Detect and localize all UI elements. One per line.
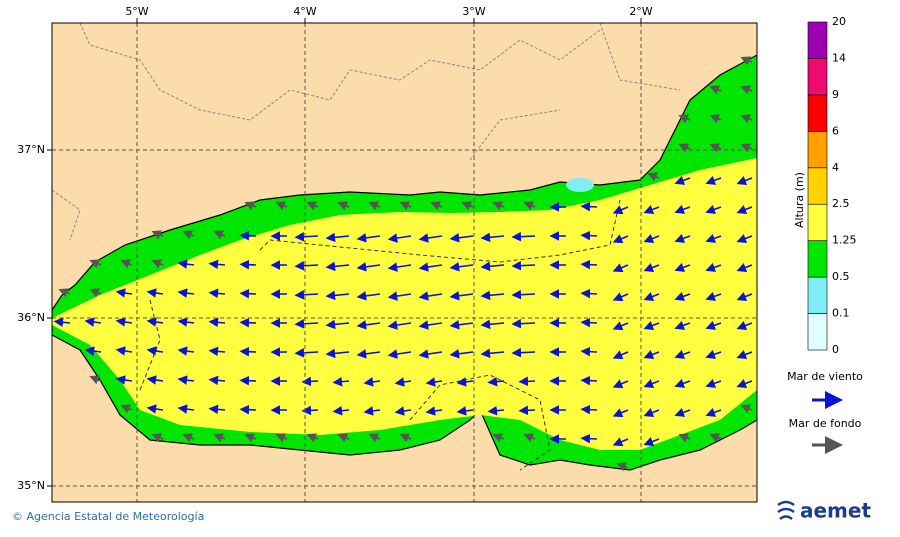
wave-arrow bbox=[582, 293, 597, 294]
wave-arrow bbox=[513, 323, 535, 324]
colorbar-band bbox=[808, 95, 827, 131]
colorbar-band bbox=[808, 168, 827, 204]
logo-icon bbox=[778, 502, 794, 519]
colorbar-band bbox=[808, 314, 827, 350]
wave-arrow bbox=[513, 352, 535, 353]
lon-label: 5°W bbox=[125, 5, 148, 18]
lon-label: 2°W bbox=[629, 5, 652, 18]
wave-arrow bbox=[513, 294, 535, 295]
wave-arrow bbox=[582, 206, 597, 207]
wave-arrow bbox=[241, 322, 256, 323]
wave-arrow bbox=[520, 410, 535, 411]
wave-arrow bbox=[241, 293, 256, 294]
colorbar-band bbox=[808, 22, 827, 58]
colorbar: 0 0.1 0.5 1.25 2.5 4 6 9 14 20 bbox=[808, 15, 857, 356]
wave-arrow bbox=[241, 380, 256, 381]
colorbar-label: 20 bbox=[832, 15, 846, 28]
colorbar-label: 4 bbox=[832, 161, 839, 174]
colorbar-title: Altura (m) bbox=[793, 172, 806, 228]
colorbar-label: 2.5 bbox=[832, 197, 850, 210]
wave-arrow bbox=[241, 351, 256, 352]
map-area bbox=[52, 23, 757, 502]
colorbar-band bbox=[808, 58, 827, 94]
wave-arrow bbox=[582, 351, 597, 352]
wave-arrow bbox=[513, 236, 535, 237]
lon-label: 4°W bbox=[293, 5, 316, 18]
legend-label: Mar de viento bbox=[787, 370, 863, 383]
logo: aemet bbox=[800, 499, 871, 523]
colorbar-band bbox=[808, 204, 827, 240]
lat-label: 35°N bbox=[17, 479, 45, 492]
wave-arrow bbox=[582, 264, 597, 265]
colorbar-label: 9 bbox=[832, 88, 839, 101]
wave-arrow bbox=[582, 409, 597, 410]
colorbar-label: 0 bbox=[832, 343, 839, 356]
lat-label: 36°N bbox=[17, 311, 45, 324]
sea-patch bbox=[566, 178, 594, 192]
wave-arrow bbox=[582, 235, 597, 236]
wave-arrow bbox=[241, 409, 256, 410]
colorbar-label: 0.1 bbox=[832, 307, 850, 320]
colorbar-label: 0.5 bbox=[832, 270, 850, 283]
wave-arrow bbox=[513, 265, 535, 266]
colorbar-label: 14 bbox=[832, 51, 846, 64]
wave-arrow bbox=[582, 380, 597, 381]
colorbar-label: 1.25 bbox=[832, 234, 857, 247]
wave-arrow bbox=[520, 381, 535, 382]
lon-label: 3°W bbox=[462, 5, 485, 18]
wave-arrow bbox=[241, 264, 256, 265]
colorbar-band bbox=[808, 277, 827, 313]
colorbar-band bbox=[808, 241, 827, 277]
wave-arrow bbox=[582, 438, 597, 439]
wave-arrow bbox=[582, 322, 597, 323]
footer-credit: © Agencia Estatal de Meteorología bbox=[12, 510, 204, 523]
wave-arrow bbox=[241, 235, 256, 236]
lat-label: 37°N bbox=[17, 143, 45, 156]
legend-label: Mar de fondo bbox=[789, 417, 862, 430]
colorbar-label: 6 bbox=[832, 124, 839, 137]
colorbar-band bbox=[808, 131, 827, 167]
